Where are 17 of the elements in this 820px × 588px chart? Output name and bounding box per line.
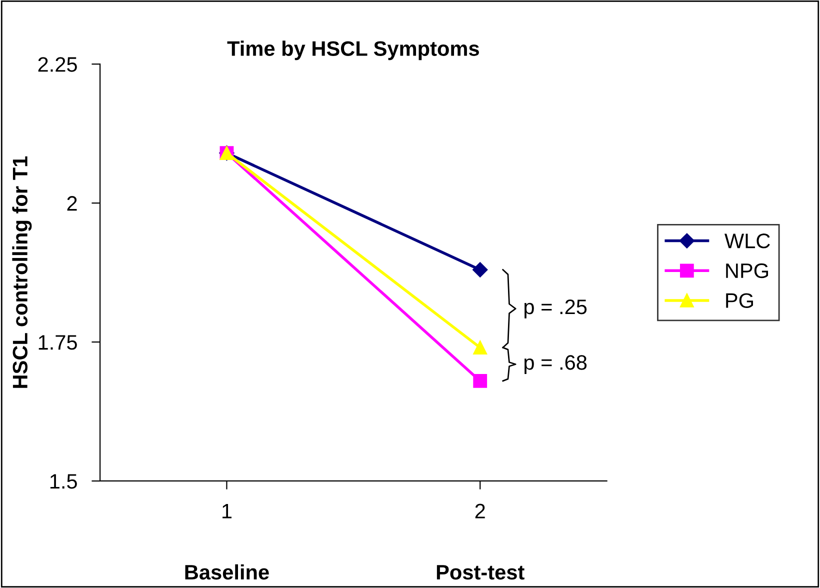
- y-tick-label: 2.25: [38, 57, 77, 72]
- point: [473, 340, 488, 355]
- legend-label: WLC: [724, 234, 770, 248]
- x-tick-label: 1: [222, 504, 232, 518]
- text: Post-test: [436, 565, 524, 580]
- point: [472, 262, 488, 278]
- annotation: p = .68: [524, 355, 587, 374]
- annotation: p = .25: [524, 300, 587, 318]
- legend-label: NPG: [726, 263, 768, 278]
- y-tick-label: 1.5: [50, 474, 77, 489]
- y-tick-label: 2: [67, 196, 77, 211]
- y-tick-label: 1.75: [38, 335, 77, 350]
- text: Baseline: [185, 564, 269, 580]
- point: [473, 374, 488, 388]
- y-axis-title: HSCL controlling for T1: [12, 156, 32, 388]
- chart-title: Time by HSCL Symptoms: [227, 40, 479, 60]
- legend-label: PG: [726, 293, 753, 308]
